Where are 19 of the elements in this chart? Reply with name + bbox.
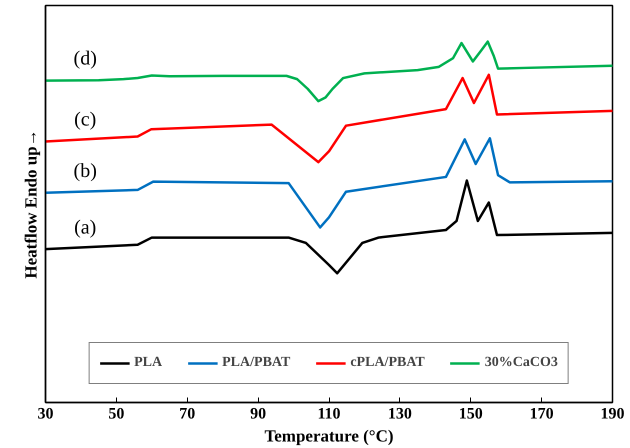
- x-tick-label: 90: [250, 406, 266, 422]
- legend-label: PLA/PBAT: [222, 355, 290, 371]
- annotation: (c): [74, 108, 96, 131]
- x-tick-label: 150: [458, 406, 483, 422]
- annotation: (d): [74, 48, 97, 70]
- x-tick-label: 190: [600, 406, 624, 422]
- x-axis-title: Temperature (°C): [264, 426, 394, 446]
- x-tick-label: 170: [530, 406, 554, 422]
- legend-label: cPLA/PBAT: [350, 355, 425, 371]
- x-tick-label: 70: [179, 406, 196, 422]
- annotation: (a): [74, 216, 96, 238]
- legend-label: 30%CaCO3: [484, 355, 558, 371]
- y-axis-title: Heatflow Endo up→: [22, 129, 40, 279]
- x-tick-label: 30: [38, 406, 54, 422]
- legend-label: PLA: [134, 355, 162, 371]
- x-tick-label: 50: [108, 406, 124, 422]
- x-tick-label: 130: [388, 406, 412, 422]
- annotation: (b): [74, 160, 97, 182]
- x-tick-label: 110: [317, 406, 341, 422]
